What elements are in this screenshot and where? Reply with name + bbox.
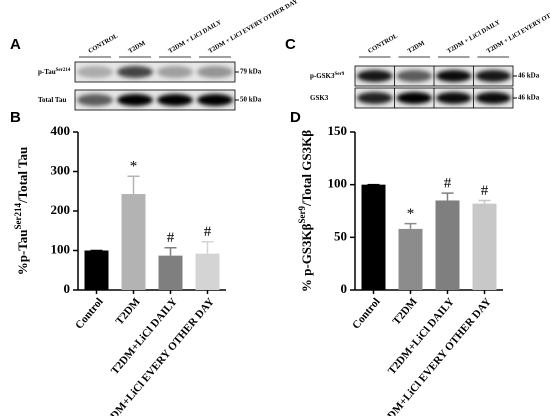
y-tick-label: 0: [341, 281, 348, 296]
blot-band: [356, 70, 393, 82]
significance-mark: #: [444, 176, 452, 192]
panel-label: A: [10, 36, 21, 53]
label-part: p-GSK3: [310, 72, 335, 80]
y-axis-label: % p-GS3KβSer9/Total GS3Kβ: [297, 130, 314, 292]
lane-header: T2DM: [406, 40, 425, 55]
x-tick-label: Control: [350, 296, 383, 332]
blot-band: [157, 94, 193, 106]
bar: [158, 255, 183, 290]
blot-band: [396, 70, 433, 82]
bar: [398, 228, 423, 290]
significance-mark: *: [130, 159, 138, 175]
y-tick-label: 100: [51, 241, 71, 256]
bar: [84, 250, 109, 290]
blot-band: [475, 70, 512, 82]
blot-band: [157, 66, 193, 78]
blot-band: [77, 66, 113, 78]
bar: [195, 253, 220, 290]
x-tick-label: T2DM+LiCl DAILY: [109, 296, 180, 377]
panel-label: B: [10, 109, 21, 126]
significance-mark: #: [481, 183, 489, 199]
blot-band: [435, 70, 472, 82]
row-label: p-TauSer214: [38, 68, 71, 76]
x-tick-label: T2DM+LiCl DAILY: [386, 296, 457, 377]
blot-band: [197, 94, 233, 106]
panel-label: D: [290, 109, 301, 126]
blot-band: [77, 94, 113, 106]
y-tick-label: 100: [328, 176, 348, 191]
significance-mark: #: [204, 224, 212, 240]
marker-label: 46 kDa: [518, 72, 540, 80]
error-bar: [127, 175, 140, 195]
label-part: GSK3: [310, 94, 329, 102]
lane-header: CONTROL: [87, 32, 120, 55]
bar: [435, 200, 460, 290]
y-tick-label: 50: [334, 228, 347, 243]
row-label: GSK3: [310, 94, 329, 102]
error-bar: [441, 192, 454, 201]
x-tick-label: T2DM: [391, 295, 421, 327]
superscript: Ser9: [297, 205, 307, 223]
bar: [361, 184, 386, 290]
label-part: /Total GS3Kβ: [299, 130, 314, 207]
lane-header: CONTROL: [367, 32, 400, 55]
significance-mark: *: [407, 206, 415, 222]
row-label: p-GSK3Ser9: [310, 72, 345, 80]
row-label: Total Tau: [38, 96, 66, 104]
marker-label: 46 kDa: [518, 94, 540, 102]
error-bar: [201, 241, 214, 254]
blot-band: [117, 66, 153, 78]
label-part: % p-GS3Kβ: [299, 223, 314, 292]
y-tick-label: 0: [64, 281, 71, 296]
label-part: %p-Tau: [15, 229, 30, 275]
lane-header: T2DM: [127, 40, 146, 55]
y-tick-label: 200: [51, 202, 71, 217]
error-bar: [478, 199, 491, 204]
blot-band: [117, 94, 153, 106]
x-tick-label: T2DM: [114, 295, 144, 327]
blot-band: [435, 92, 472, 104]
y-axis-label: %p-TauSer214/Total Tau: [13, 147, 30, 276]
y-tick-label: 150: [328, 123, 348, 138]
label-part: /Total Tau: [15, 147, 30, 204]
marker-label: 50 kDa: [240, 96, 262, 104]
label-part: Total Tau: [38, 96, 66, 104]
error-bar: [164, 246, 177, 256]
superscript: Ser214: [13, 202, 23, 229]
label-part: p-Tau: [38, 68, 56, 76]
y-tick-label: 400: [51, 123, 71, 138]
significance-mark: #: [167, 230, 175, 246]
error-bar: [404, 222, 417, 229]
panel-label: C: [285, 36, 296, 53]
blot-band: [197, 66, 233, 78]
blot-band: [396, 92, 433, 104]
y-tick-label: 300: [51, 162, 71, 177]
superscript: Ser9: [335, 72, 345, 77]
bar: [121, 194, 146, 290]
blot-band: [356, 92, 393, 104]
x-tick-label: Control: [73, 296, 106, 332]
blot-band: [475, 92, 512, 104]
superscript: Ser214: [56, 68, 71, 73]
marker-label: 79 kDa: [240, 68, 262, 76]
bar: [472, 203, 497, 290]
